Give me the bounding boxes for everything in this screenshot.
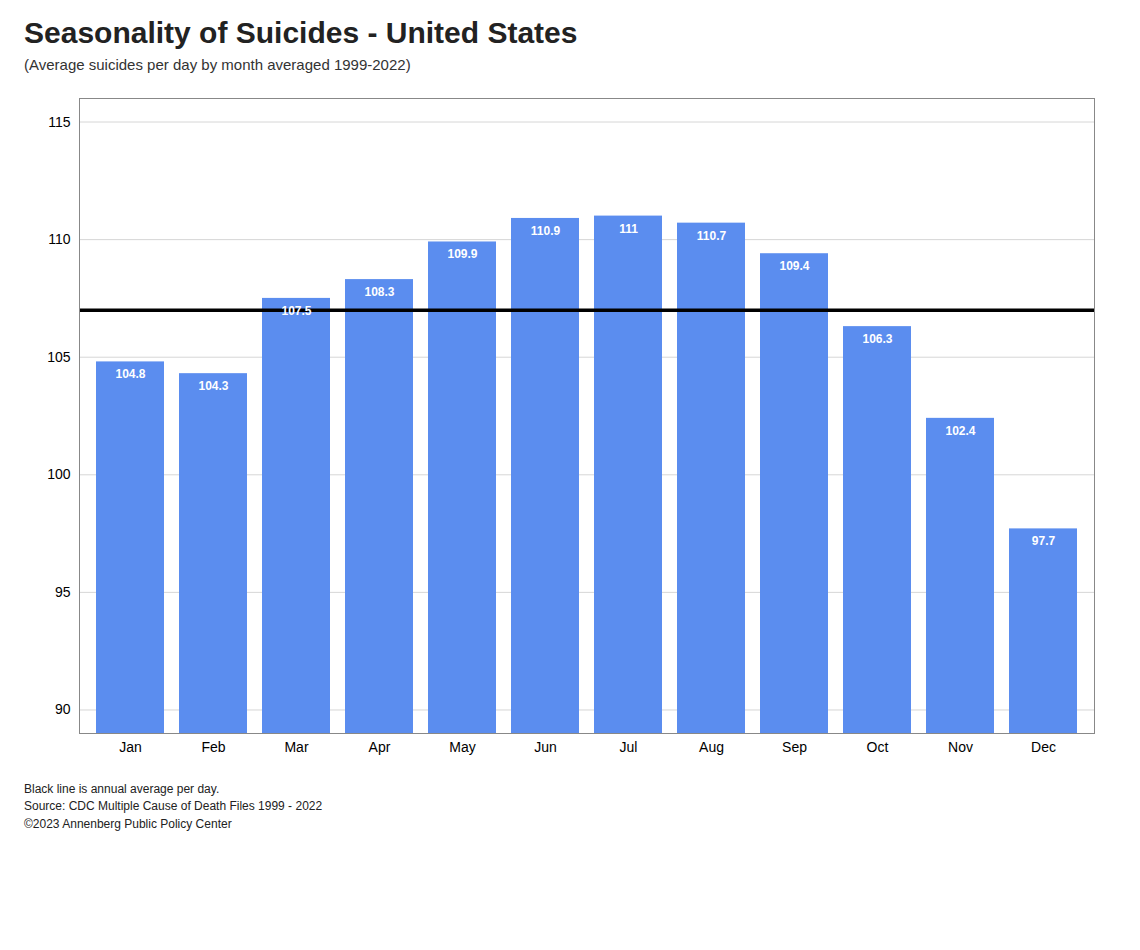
svg-text:100: 100 [47, 466, 71, 482]
svg-text:107.5: 107.5 [281, 304, 311, 318]
svg-text:109.4: 109.4 [779, 259, 809, 273]
svg-text:97.7: 97.7 [1032, 534, 1056, 548]
html-text:Source: CDC Multiple Cause of: Source: CDC Multiple Cause of Death File… [24, 799, 323, 814]
svg-text:May: May [449, 739, 475, 755]
svg-text:104.8: 104.8 [115, 367, 145, 381]
svg-text:Jun: Jun [534, 739, 557, 755]
html-text:Black line is annual average p: Black line is annual average per day. [24, 782, 220, 796]
svg-text:Apr: Apr [369, 739, 391, 755]
svg-text:95: 95 [55, 584, 71, 600]
svg-text:Sep: Sep [782, 739, 807, 755]
svg-text:Nov: Nov [948, 739, 973, 755]
svg-text:106.3: 106.3 [862, 332, 892, 346]
svg-text:110.9: 110.9 [531, 224, 561, 238]
svg-text:Aug: Aug [699, 739, 724, 755]
svg-text:90: 90 [55, 701, 71, 717]
svg-text:115: 115 [48, 113, 71, 129]
svg-text:Mar: Mar [284, 739, 308, 755]
svg-text:104.3: 104.3 [198, 379, 228, 393]
svg-text:Dec: Dec [1031, 739, 1056, 755]
svg-text:Jan: Jan [119, 739, 142, 755]
html-text:©2023 Annenberg Public Policy: ©2023 Annenberg Public Policy Center [24, 816, 232, 831]
svg-text:Feb: Feb [201, 739, 225, 755]
svg-text:110: 110 [48, 231, 71, 247]
svg-text:110.7: 110.7 [697, 229, 727, 243]
svg-text:108.3: 108.3 [364, 285, 394, 299]
svg-text:102.4: 102.4 [945, 424, 975, 438]
svg-text:Oct: Oct [867, 739, 889, 755]
html-text:(Average suicides per day by m: (Average suicides per day by month avera… [24, 56, 411, 73]
svg-text:Jul: Jul [620, 739, 638, 755]
svg-text:111: 111 [619, 222, 638, 236]
svg-text:105: 105 [47, 349, 71, 365]
svg-text:109.9: 109.9 [447, 247, 477, 261]
html-text:Seasonality of Suicides - Unit: Seasonality of Suicides - United States [24, 16, 578, 49]
